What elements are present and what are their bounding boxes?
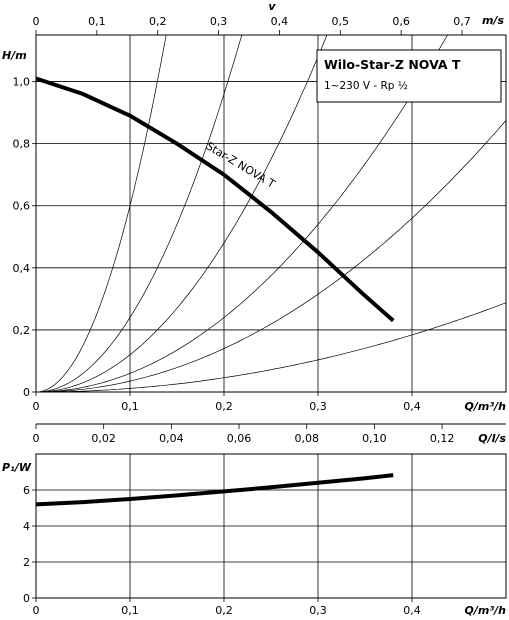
x-tick-label: 0,1	[121, 604, 139, 617]
flow-ls-tick-label: 0	[33, 432, 40, 445]
system-curve	[36, 120, 507, 393]
x-tick-label: 0,3	[309, 400, 327, 413]
y-tick-label: 0	[23, 592, 30, 605]
system-curve	[36, 302, 507, 393]
velocity-tick-label: 0,3	[210, 15, 228, 28]
flow-ls-tick-label: 0,06	[227, 432, 252, 445]
x-tick-label: 0,2	[215, 400, 233, 413]
flow-ls-tick-label: 0,10	[362, 432, 387, 445]
power-chart: 0 0,02 0,04 0,06 0,08 0,10 0,12 0 0,1 0,2 0,3 0,4 …	[2, 423, 507, 617]
x-tick-label: 0,1	[121, 400, 139, 413]
y-tick-label: 4	[23, 520, 30, 533]
system-curve	[36, 34, 448, 393]
velocity-tick-label: 0,4	[271, 15, 289, 28]
head-chart-x-ticks: 0 0,1 0,2 0,3 0,4	[33, 392, 421, 413]
velocity-axis-symbol: v	[268, 0, 276, 13]
y-tick-label: 1,0	[13, 76, 31, 89]
power-curve-line	[35, 473, 394, 507]
system-curves	[35, 34, 507, 393]
system-curve	[35, 34, 243, 393]
velocity-axis-ticks: 0 0,1 0,2 0,3 0,4 0,5 0,6 0,7	[33, 15, 471, 35]
y-tick-label: 0,4	[13, 262, 31, 275]
flow-ls-axis-label: Q/l/s	[478, 432, 506, 445]
head-chart-x-label: Q/m³/h	[465, 400, 507, 413]
head-chart-y-ticks: 0 0,2 0,4 0,6 0,8 1,0	[13, 76, 36, 399]
power-series	[35, 473, 394, 507]
chart-title: Wilo-Star-Z NOVA T	[324, 57, 461, 72]
velocity-tick-label: 0,7	[453, 15, 471, 28]
power-chart-x-ticks: 0 0,1 0,2 0,3 0,4	[33, 598, 421, 617]
system-curve	[35, 34, 167, 393]
legend-box-frame	[316, 49, 502, 103]
system-curve	[35, 34, 328, 393]
pump-curve-line	[35, 76, 395, 323]
head-axis-label: H/m	[2, 49, 27, 62]
velocity-tick-label: 0,1	[88, 15, 106, 28]
curve-label: Star-Z NOVA T	[204, 139, 278, 191]
power-chart-grid	[36, 454, 506, 598]
power-axis-label: P₁/W	[2, 461, 32, 474]
x-tick-label: 0,3	[309, 604, 327, 617]
power-chart-x-label: Q/m³/h	[465, 604, 507, 617]
chart-subtitle: 1~230 V - Rp ½	[324, 80, 408, 92]
legend-box: Wilo-Star-Z NOVA T 1~230 V - Rp ½	[316, 49, 502, 103]
flow-ls-tick-label: 0,04	[159, 432, 184, 445]
y-tick-label: 6	[23, 484, 30, 497]
y-tick-label: 0,6	[13, 200, 31, 213]
velocity-tick-label: 0,6	[392, 15, 410, 28]
power-chart-y-ticks: 0 2 4 6	[23, 484, 36, 605]
velocity-axis-label: m/s	[482, 14, 504, 27]
velocity-tick-label: 0	[33, 15, 40, 28]
velocity-tick-label: 0,2	[149, 15, 167, 28]
x-tick-label: 0	[33, 400, 40, 413]
flow-ls-axis-ticks: 0 0,02 0,04 0,06 0,08 0,10 0,12	[33, 424, 455, 445]
y-tick-label: 0	[23, 386, 30, 399]
head-series	[35, 76, 395, 323]
y-tick-label: 0,8	[13, 138, 31, 151]
flow-ls-tick-label: 0,08	[294, 432, 319, 445]
head-chart: 0 0,1 0,2 0,3 0,4 0,5 0,6 0,7 0 0,1 0,2 0,3 0,4 0 0,…	[2, 0, 507, 413]
velocity-tick-label: 0,5	[332, 15, 350, 28]
flow-ls-tick-label: 0,02	[91, 432, 116, 445]
x-tick-label: 0,4	[403, 400, 421, 413]
y-tick-label: 2	[23, 556, 30, 569]
x-tick-label: 0,2	[215, 604, 233, 617]
y-tick-label: 0,2	[13, 324, 31, 337]
x-tick-label: 0,4	[403, 604, 421, 617]
flow-ls-tick-label: 0,12	[430, 432, 455, 445]
x-tick-label: 0	[33, 604, 40, 617]
